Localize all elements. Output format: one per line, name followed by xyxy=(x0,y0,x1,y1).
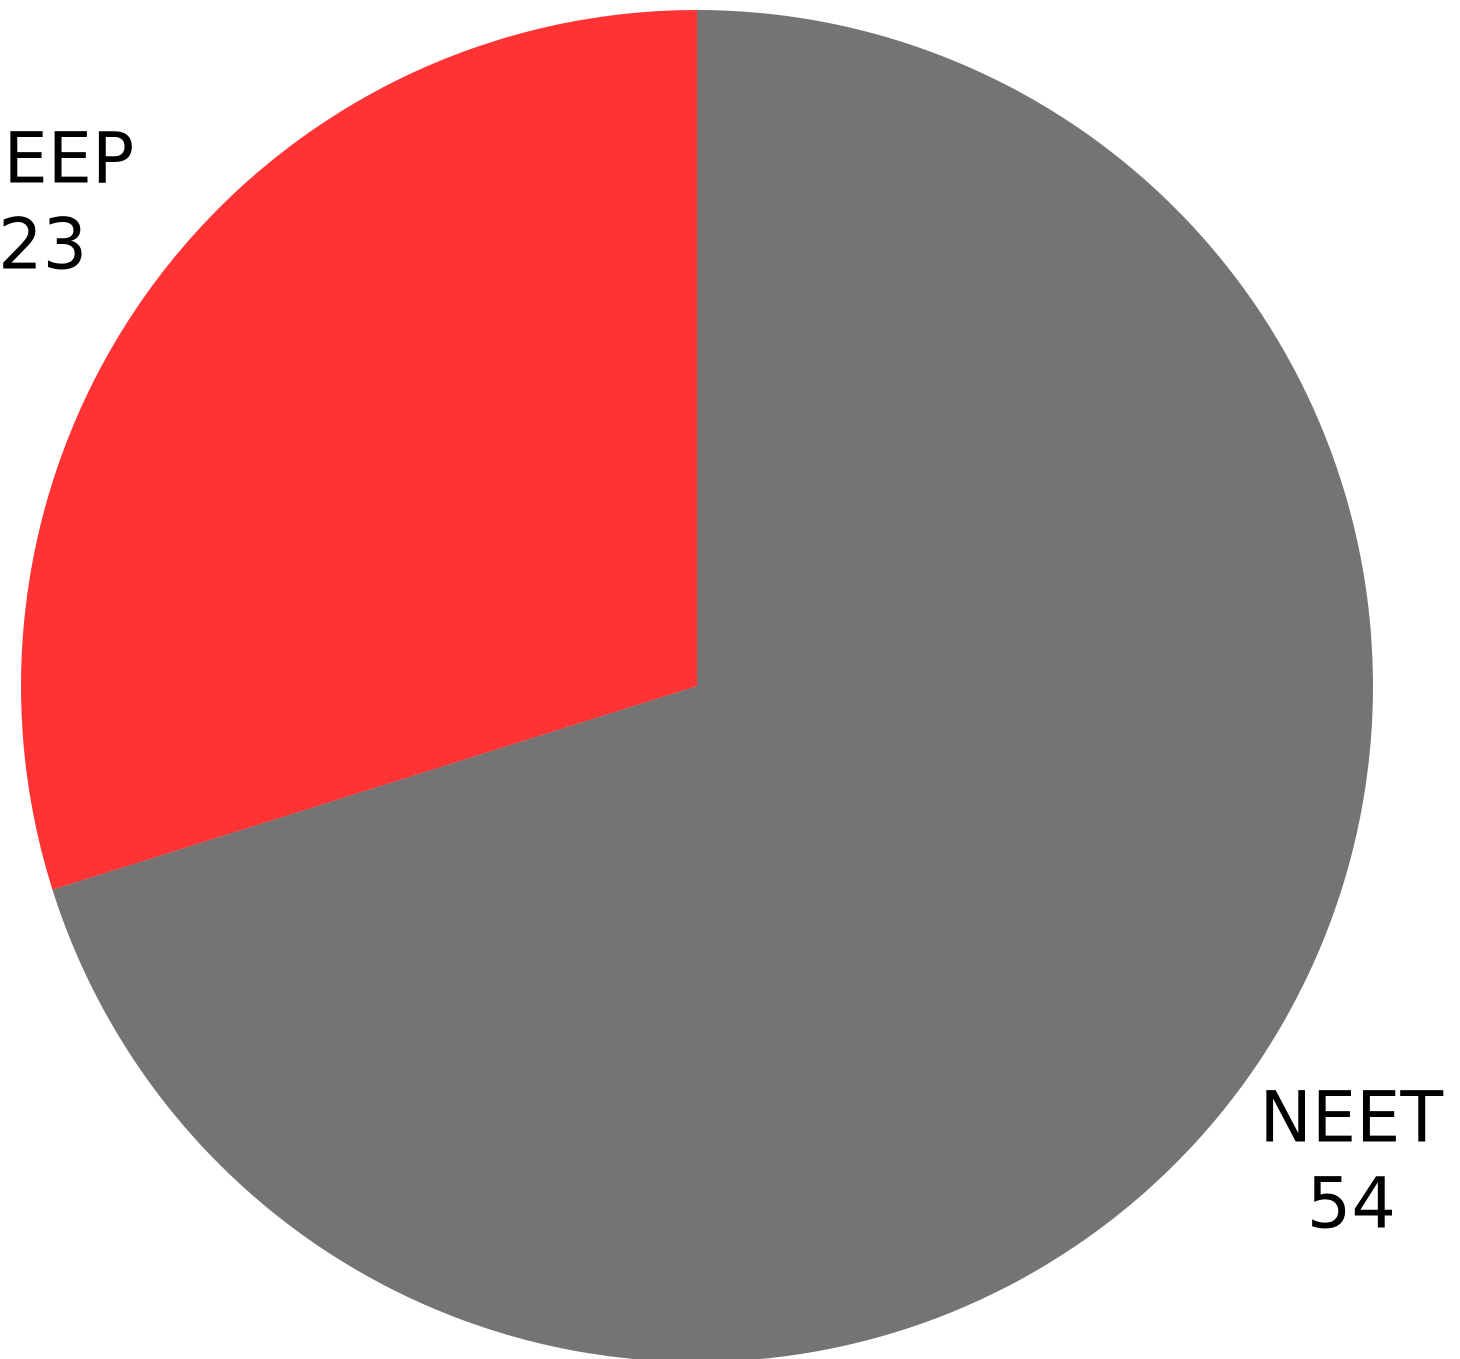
slice-label: NEEP xyxy=(0,118,134,200)
pie-slice xyxy=(20,10,697,890)
slice-value: 23 xyxy=(0,204,87,286)
slice-value: 54 xyxy=(1307,1163,1396,1245)
slice-label: NEET xyxy=(1260,1077,1444,1159)
pie-slice xyxy=(52,10,1373,1359)
